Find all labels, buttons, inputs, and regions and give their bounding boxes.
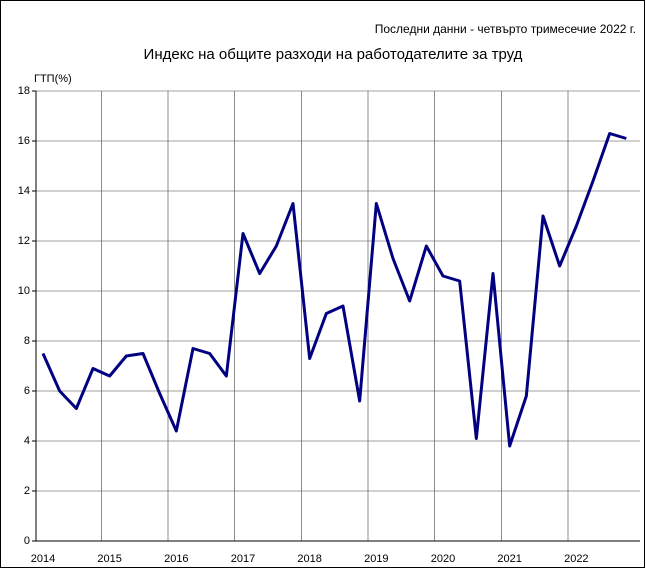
x-tick-label: 2019 — [364, 553, 388, 565]
y-tick-label: 16 — [18, 135, 30, 147]
x-tick-label: 2015 — [97, 553, 121, 565]
y-tick-label: 4 — [24, 435, 30, 447]
x-tick-label: 2016 — [164, 553, 188, 565]
y-axis-label: ГТП(%) — [34, 73, 72, 85]
y-tick-label: 10 — [18, 285, 30, 297]
x-tick-label: 2021 — [497, 553, 521, 565]
y-tick-label: 12 — [18, 235, 30, 247]
chart-title: Индекс на общите разходи на работодатели… — [144, 46, 523, 63]
y-tick-label: 2 — [24, 485, 30, 497]
x-tick-label: 2020 — [431, 553, 455, 565]
x-tick-label: 2018 — [297, 553, 321, 565]
chart-subtitle: Последни данни - четвърто тримесечие 202… — [375, 22, 636, 36]
y-tick-label: 6 — [24, 385, 30, 397]
y-tick-label: 18 — [18, 85, 30, 97]
x-tick-label: 2014 — [31, 553, 55, 565]
y-tick-label: 0 — [24, 535, 30, 547]
y-tick-label: 8 — [24, 335, 30, 347]
y-tick-label: 14 — [18, 185, 30, 197]
x-tick-label: 2022 — [564, 553, 588, 565]
data-line — [41, 132, 627, 448]
x-tick-label: 2017 — [231, 553, 255, 565]
